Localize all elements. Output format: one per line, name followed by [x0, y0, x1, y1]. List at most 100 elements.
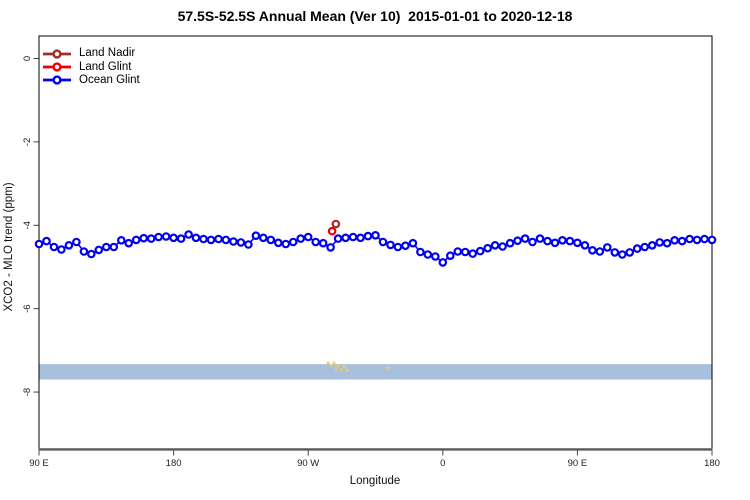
ocean-glint-point [214, 234, 223, 244]
ocean-glint-point [588, 246, 597, 255]
ocean-glint-point [408, 238, 418, 248]
x-tick-label: 0 [440, 458, 445, 469]
ocean-glint-point [670, 236, 679, 245]
ocean-glint-point [102, 242, 111, 252]
x-tick-label: 90 E [568, 458, 588, 469]
ocean-glint-point [124, 238, 134, 248]
ocean-glint-point [109, 242, 119, 252]
ocean-glint-point [498, 242, 507, 251]
ocean-glint-point [617, 250, 627, 259]
ocean-glint-point [453, 247, 463, 256]
reference-band [39, 364, 712, 380]
x-axis-label: Longitude [349, 475, 401, 487]
ocean-glint-point [438, 258, 448, 267]
ocean-glint-point [662, 238, 672, 248]
ocean-glint-point [273, 238, 283, 248]
ocean-glint-point [378, 237, 388, 247]
ocean-glint-point [184, 230, 193, 239]
ocean-glint-point [632, 244, 642, 253]
land-nadir-point [331, 219, 341, 229]
extra-mark [326, 361, 330, 365]
x-tick-label: 180 [704, 458, 720, 469]
ocean-glint-point [655, 238, 665, 247]
land-glint-point [327, 226, 337, 236]
x-tick-label: 90 E [29, 458, 49, 469]
ocean-glint-point [483, 243, 493, 253]
ocean-glint-point [700, 234, 709, 244]
ocean-glint-point [139, 233, 149, 243]
ocean-glint-point [513, 236, 522, 246]
legend-item: Land Glint [42, 60, 140, 73]
ocean-glint-point [206, 235, 216, 245]
x-tick-label: 90 W [297, 458, 319, 469]
legend-marker-icon [43, 49, 71, 59]
legend-item-label: Land Glint [79, 60, 132, 73]
legend-item-label: Land Nadir [79, 47, 136, 60]
ocean-glint-point [685, 234, 694, 244]
ocean-glint-point [72, 237, 81, 247]
ocean-glint-point [363, 231, 373, 241]
ocean-glint-point [333, 234, 343, 243]
ocean-glint-point [266, 235, 276, 245]
extra-mark [334, 366, 338, 370]
extra-mark [385, 366, 389, 370]
extra-mark [336, 364, 340, 367]
ocean-glint-point [94, 245, 104, 255]
ocean-glint-point [677, 236, 687, 246]
ocean-glint-point [520, 234, 530, 243]
ocean-glint-point [348, 232, 358, 242]
ocean-glint-point [311, 237, 321, 247]
ocean-glint-point [550, 238, 560, 248]
ocean-glint-point [468, 249, 478, 258]
ocean-glint-point [176, 234, 186, 243]
ocean-glint-point [229, 237, 238, 246]
ocean-glint-point [475, 246, 485, 256]
ocean-glint-point [595, 247, 605, 256]
ocean-glint-point [707, 235, 717, 245]
legend-marker-icon [43, 62, 71, 72]
legend-item: Land Nadir [42, 47, 140, 60]
ocean-glint-point [64, 241, 74, 250]
ocean-glint-point [154, 232, 163, 242]
ocean-glint-point [356, 233, 365, 243]
ocean-glint-point [169, 233, 178, 243]
ocean-glint-point [146, 234, 156, 243]
ocean-glint-point [692, 235, 702, 245]
ocean-glint-point [543, 236, 552, 246]
extra-mark [345, 369, 349, 372]
ocean-glint-point [602, 243, 612, 252]
y-tick-label: -4 [22, 221, 33, 229]
ocean-glint-point [326, 243, 335, 252]
ocean-glint-point [565, 236, 575, 246]
y-tick-label: -2 [22, 138, 33, 146]
ocean-glint-point [244, 240, 253, 249]
ocean-glint-point [221, 235, 231, 245]
ocean-glint-point [258, 233, 268, 243]
y-tick-label: -6 [22, 304, 33, 312]
ocean-glint-point [401, 241, 410, 251]
ocean-glint-point [580, 241, 590, 250]
ocean-glint-point [625, 248, 635, 257]
ocean-glint-point [371, 231, 380, 240]
ocean-glint-point [610, 248, 620, 257]
ocean-glint-point [573, 238, 582, 248]
ocean-glint-point [79, 247, 89, 256]
ocean-glint-point [490, 241, 500, 250]
ocean-glint-point [199, 234, 208, 244]
ocean-glint-point [423, 250, 433, 259]
ocean-glint-point [34, 239, 44, 249]
ocean-glint-point [57, 245, 66, 254]
x-tick-label: 180 [166, 458, 182, 469]
y-axis-label: XCO2 - MLO trend (ppm) [3, 182, 15, 312]
y-tick-label: -8 [22, 388, 33, 396]
ocean-glint-point [281, 239, 291, 249]
ocean-glint-point [42, 236, 51, 246]
chart-title: 57.5S-52.5S Annual Mean (Ver 10) 2015-01… [177, 8, 573, 24]
legend-item: Ocean Glint [42, 74, 140, 87]
legend-marker-icon [43, 75, 71, 86]
legend: Land Nadir Land Glint Ocean Glint [42, 47, 140, 87]
ocean-glint-point [87, 249, 96, 259]
y-tick-label: 0 [22, 56, 33, 61]
